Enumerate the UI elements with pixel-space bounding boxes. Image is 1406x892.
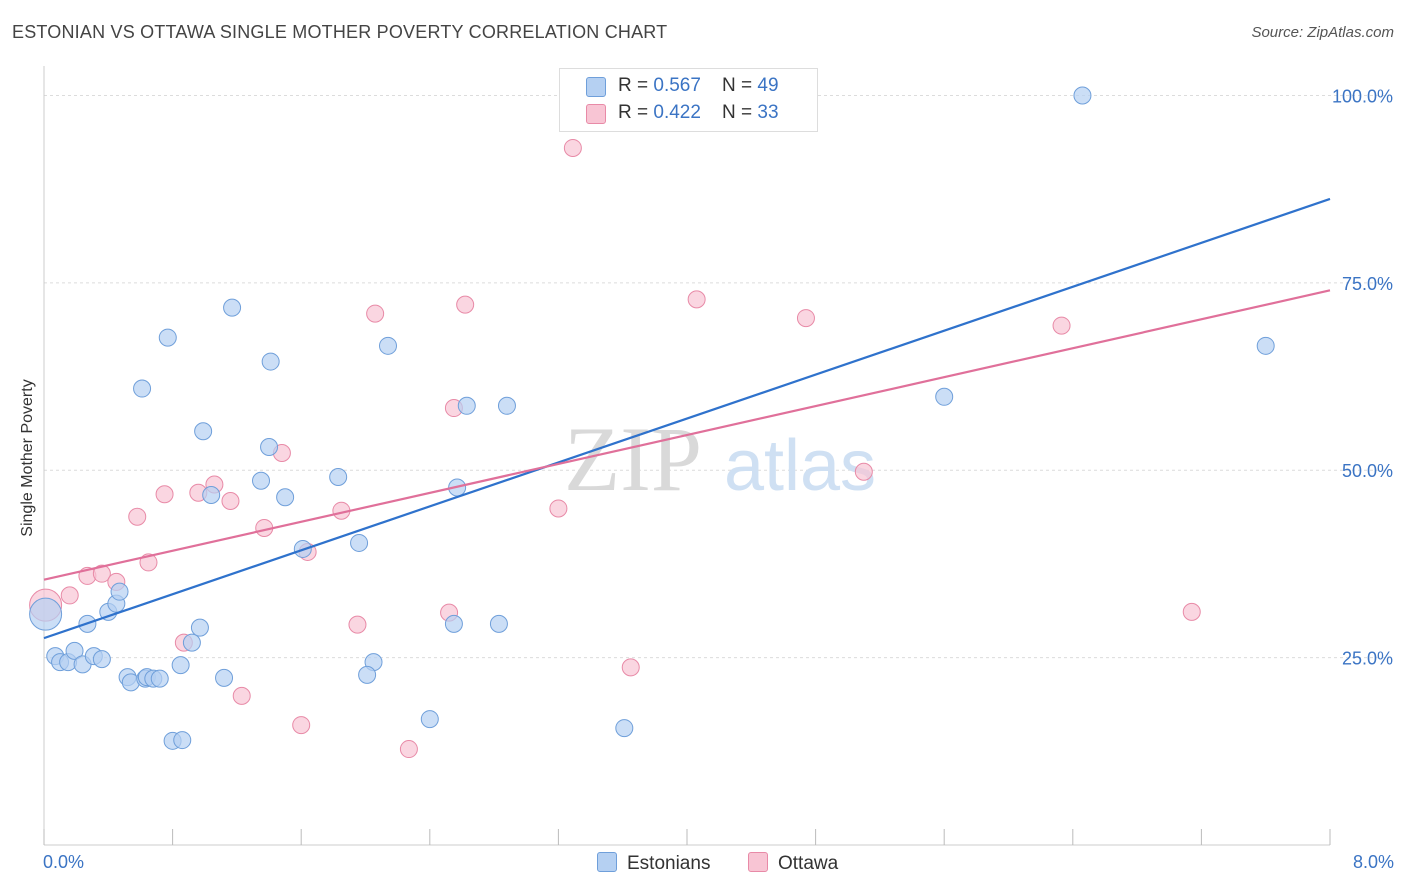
ottawa-point [399,740,418,759]
ottawa-point [366,304,385,323]
ottawa-point [549,499,568,518]
legend-item-estonians: Estonians [597,852,710,875]
ottawa-point [232,686,251,705]
estonians-point [497,396,516,415]
estonians-point [252,471,271,490]
chart-title: ESTONIAN VS OTTAWA SINGLE MOTHER POVERTY… [12,22,668,42]
r-value: 0.567 [653,75,701,96]
ottawa-point [687,290,706,309]
estonians-point [65,641,84,660]
x-tick-label-min: 0.0% [43,852,85,872]
gridlines [44,94,1394,659]
estonians-point [182,633,201,652]
y-tick-label: 100.0% [1332,86,1393,106]
estonians-trend-line [43,197,1331,640]
ottawa-point [221,491,240,510]
estonians-point [489,614,508,633]
estonians-swatch [597,852,617,872]
ottawa-point [1052,316,1071,335]
n-label: N = [722,102,758,123]
legend-label-ottawa: Ottawa [778,853,839,874]
r-value: 0.422 [653,102,701,123]
n-label: N = [722,75,758,96]
watermark-atlas: atlas [724,426,876,506]
estonians-point [350,533,369,552]
ottawa-point [854,462,873,481]
ottawa-point [456,295,475,314]
watermark-zip: ZIP [564,408,702,510]
estonians-point [329,467,348,486]
legend-label-estonians: Estonians [627,853,711,874]
estonians-point [1073,86,1092,105]
r-label: R = [618,75,654,96]
estonians-point [133,379,152,398]
estonians-point [215,668,234,687]
stats-legend-text: R = 0.567 N = 49 [618,75,779,97]
estonians-point [223,298,242,317]
ottawa-point [92,564,111,583]
ottawa-point [155,485,174,504]
ottawa-swatch [586,104,606,124]
estonians-point [615,719,634,738]
estonians-point [1256,336,1275,355]
n-value: 49 [757,75,779,96]
estonians-point [444,614,463,633]
estonians-point [150,669,169,688]
source-label: Source: ZipAtlas.com [1251,24,1394,41]
ottawa-point [621,658,640,677]
estonians-point [202,485,221,504]
ottawa-point [292,716,311,735]
estonians-point [190,618,209,637]
estonians-point [261,352,280,371]
x-tick-label-max: 8.0% [1352,852,1394,872]
ottawa-point [1182,602,1201,621]
estonians-point [276,488,295,507]
estonians-point [194,422,213,441]
estonians-point [110,582,129,601]
estonians-point [420,710,439,729]
estonians-point [935,387,954,406]
estonians-point [158,328,177,347]
ottawa-swatch [748,852,768,872]
ottawa-point [60,586,79,605]
estonians-point [173,731,192,750]
estonians-points [29,86,1275,750]
stats-legend: R = 0.567 N = 49 R = 0.422 N = 33 [559,68,818,132]
watermark: ZIP atlas [564,408,876,510]
series-legend: Estonians Ottawa [0,852,1406,878]
estonians-point [358,665,377,684]
n-value: 33 [757,102,779,123]
estonians-point [260,438,279,457]
stats-legend-text: R = 0.422 N = 33 [618,102,779,124]
ottawa-point [796,309,815,328]
estonians-point [171,656,190,675]
y-tick-labels: 25.0% 50.0% 75.0% 100.0% [1332,86,1393,668]
estonians-point [457,396,476,415]
trend-lines [43,197,1331,640]
legend-item-ottawa: Ottawa [748,852,838,875]
r-label: R = [618,102,654,123]
ottawa-point [563,138,582,157]
axes [43,66,1331,846]
ottawa-point [128,507,147,526]
ottawa-trend-line [43,289,1331,581]
estonians-point [92,650,111,669]
y-tick-label: 50.0% [1342,461,1393,481]
y-tick-label: 25.0% [1342,649,1393,669]
y-tick-label: 75.0% [1342,274,1393,294]
estonians-point [379,336,398,355]
estonians-swatch [586,77,606,97]
estonians-point [29,597,63,631]
ottawa-point [348,615,367,634]
